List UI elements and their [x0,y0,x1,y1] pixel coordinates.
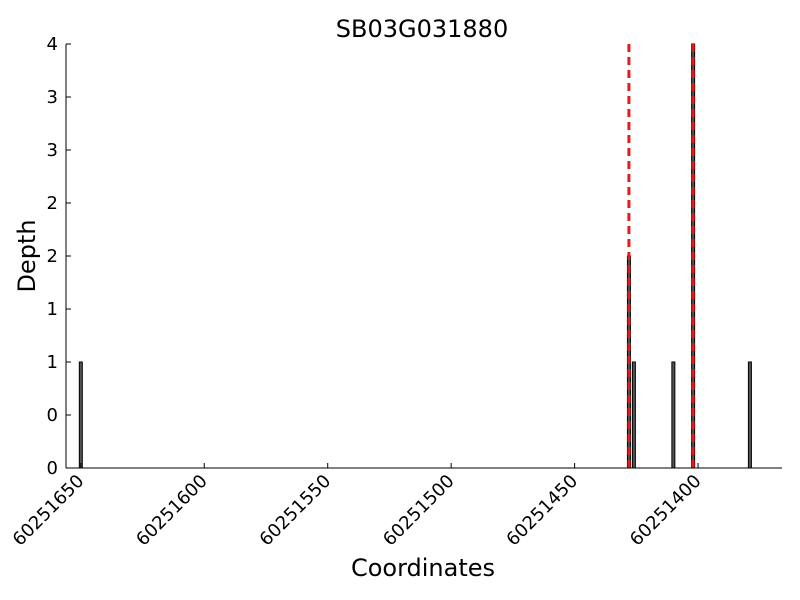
y-axis-label: Depth [13,219,41,292]
y-tick-label: 2 [47,193,58,214]
x-tick-label: 60251650 [9,471,89,551]
x-tick-label: 60251400 [626,471,706,551]
bars-group [78,43,752,469]
bar [78,361,83,469]
y-tick-label: 0 [47,458,58,479]
x-tick-label: 60251600 [132,471,212,551]
x-ticks-group: 60251650 60251600 60251550 60251500 60251450… [9,463,706,550]
x-tick-label: 60251550 [256,471,336,551]
y-ticks-group: 0 0 1 1 2 2 3 3 4 [47,34,71,479]
y-tick-label: 0 [47,405,58,426]
y-tick-label: 1 [47,299,58,320]
x-tick-label: 60251500 [379,471,459,551]
y-tick-label: 4 [47,34,58,55]
chart-title: SB03G031880 [336,15,508,43]
x-tick-label: 60251450 [503,471,583,551]
y-tick-label: 1 [47,352,58,373]
y-tick-label: 3 [47,140,58,161]
x-axis-label: Coordinates [351,554,495,582]
y-tick-label: 3 [47,87,58,108]
bar [631,361,636,469]
reference-lines-group [627,44,695,468]
bar [747,361,752,469]
bar [671,361,676,469]
y-tick-label: 2 [47,246,58,267]
